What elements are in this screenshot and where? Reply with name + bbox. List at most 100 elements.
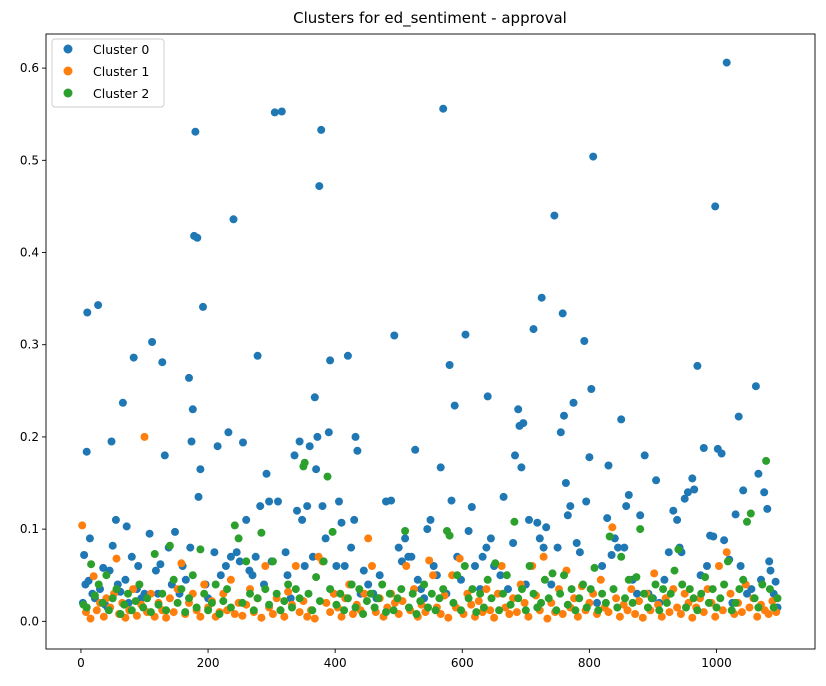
data-point bbox=[739, 575, 748, 584]
data-point bbox=[652, 476, 661, 485]
data-point bbox=[413, 575, 422, 584]
data-point bbox=[453, 571, 462, 580]
data-point bbox=[762, 456, 771, 465]
data-point bbox=[98, 598, 107, 607]
data-point bbox=[582, 603, 591, 612]
data-point bbox=[219, 597, 228, 606]
data-point bbox=[424, 603, 432, 612]
data-point bbox=[514, 594, 523, 603]
data-point bbox=[196, 612, 205, 621]
x-tick-label: 800 bbox=[578, 656, 601, 670]
data-point bbox=[621, 594, 629, 603]
data-point bbox=[200, 580, 209, 589]
data-point bbox=[99, 612, 108, 621]
data-point bbox=[529, 589, 538, 598]
data-point bbox=[186, 543, 195, 552]
data-point bbox=[717, 449, 726, 458]
data-point bbox=[318, 502, 327, 511]
data-point bbox=[760, 488, 769, 497]
data-point bbox=[715, 562, 723, 570]
data-point bbox=[171, 527, 179, 536]
legend-box bbox=[51, 38, 165, 108]
data-point bbox=[547, 580, 556, 589]
data-point bbox=[445, 361, 454, 369]
legend-label: Cluster 1 bbox=[93, 64, 149, 79]
data-point bbox=[290, 451, 299, 460]
data-point bbox=[520, 598, 529, 607]
data-point bbox=[766, 566, 775, 575]
data-point bbox=[623, 606, 632, 615]
data-point bbox=[315, 182, 324, 191]
data-point bbox=[518, 585, 526, 594]
data-point bbox=[613, 603, 622, 612]
data-point bbox=[718, 606, 727, 615]
legend: Cluster 0 Cluster 1 Cluster 2 bbox=[51, 38, 165, 108]
series-cluster-2 bbox=[79, 456, 782, 618]
data-point bbox=[765, 585, 774, 594]
data-point bbox=[323, 472, 332, 481]
data-point bbox=[280, 612, 289, 621]
data-point bbox=[158, 589, 167, 598]
data-point bbox=[343, 594, 352, 603]
data-point bbox=[226, 575, 235, 584]
data-point bbox=[579, 580, 587, 589]
data-point bbox=[303, 502, 312, 511]
data-point bbox=[569, 398, 578, 407]
data-point bbox=[226, 603, 235, 612]
data-point bbox=[436, 463, 445, 472]
data-point bbox=[479, 603, 488, 612]
data-point bbox=[401, 534, 410, 543]
data-point bbox=[385, 589, 394, 598]
x-tick-label: 600 bbox=[451, 656, 474, 670]
data-point bbox=[685, 585, 694, 594]
data-point bbox=[511, 451, 519, 460]
data-point bbox=[221, 562, 230, 570]
data-point bbox=[635, 597, 643, 606]
data-point bbox=[722, 58, 731, 67]
data-point bbox=[181, 575, 190, 584]
data-point bbox=[86, 614, 95, 623]
data-point bbox=[253, 351, 262, 360]
data-point bbox=[394, 543, 403, 552]
data-point bbox=[389, 606, 398, 615]
data-point bbox=[697, 589, 706, 598]
data-point bbox=[617, 552, 626, 561]
data-point bbox=[631, 610, 640, 618]
data-point bbox=[612, 594, 621, 603]
data-point bbox=[213, 442, 222, 451]
data-point bbox=[553, 543, 562, 552]
data-point bbox=[604, 608, 613, 617]
data-point bbox=[727, 606, 736, 615]
data-point bbox=[689, 594, 698, 603]
data-point bbox=[310, 393, 319, 402]
data-point bbox=[319, 557, 328, 566]
data-point bbox=[364, 580, 373, 589]
data-point bbox=[315, 597, 324, 606]
data-point bbox=[351, 603, 360, 612]
data-point bbox=[627, 585, 636, 594]
data-point bbox=[556, 428, 565, 437]
data-point bbox=[401, 527, 410, 535]
data-point bbox=[582, 497, 591, 506]
data-point bbox=[374, 594, 383, 603]
data-point bbox=[590, 563, 599, 572]
data-point bbox=[716, 594, 725, 603]
data-point bbox=[200, 589, 209, 598]
data-point bbox=[487, 594, 496, 603]
data-point bbox=[89, 572, 98, 581]
data-point bbox=[514, 405, 523, 414]
data-point bbox=[326, 356, 335, 365]
data-point bbox=[552, 606, 561, 615]
data-point bbox=[359, 566, 368, 575]
data-point bbox=[300, 458, 309, 467]
data-point bbox=[461, 330, 470, 339]
data-point bbox=[723, 557, 732, 566]
y-tick-label: 0.1 bbox=[20, 522, 39, 536]
data-point bbox=[593, 598, 601, 607]
data-point bbox=[491, 559, 500, 568]
data-point bbox=[537, 293, 546, 302]
data-point bbox=[638, 613, 647, 622]
data-point bbox=[191, 127, 200, 136]
data-point bbox=[731, 598, 740, 607]
data-point bbox=[517, 463, 526, 472]
